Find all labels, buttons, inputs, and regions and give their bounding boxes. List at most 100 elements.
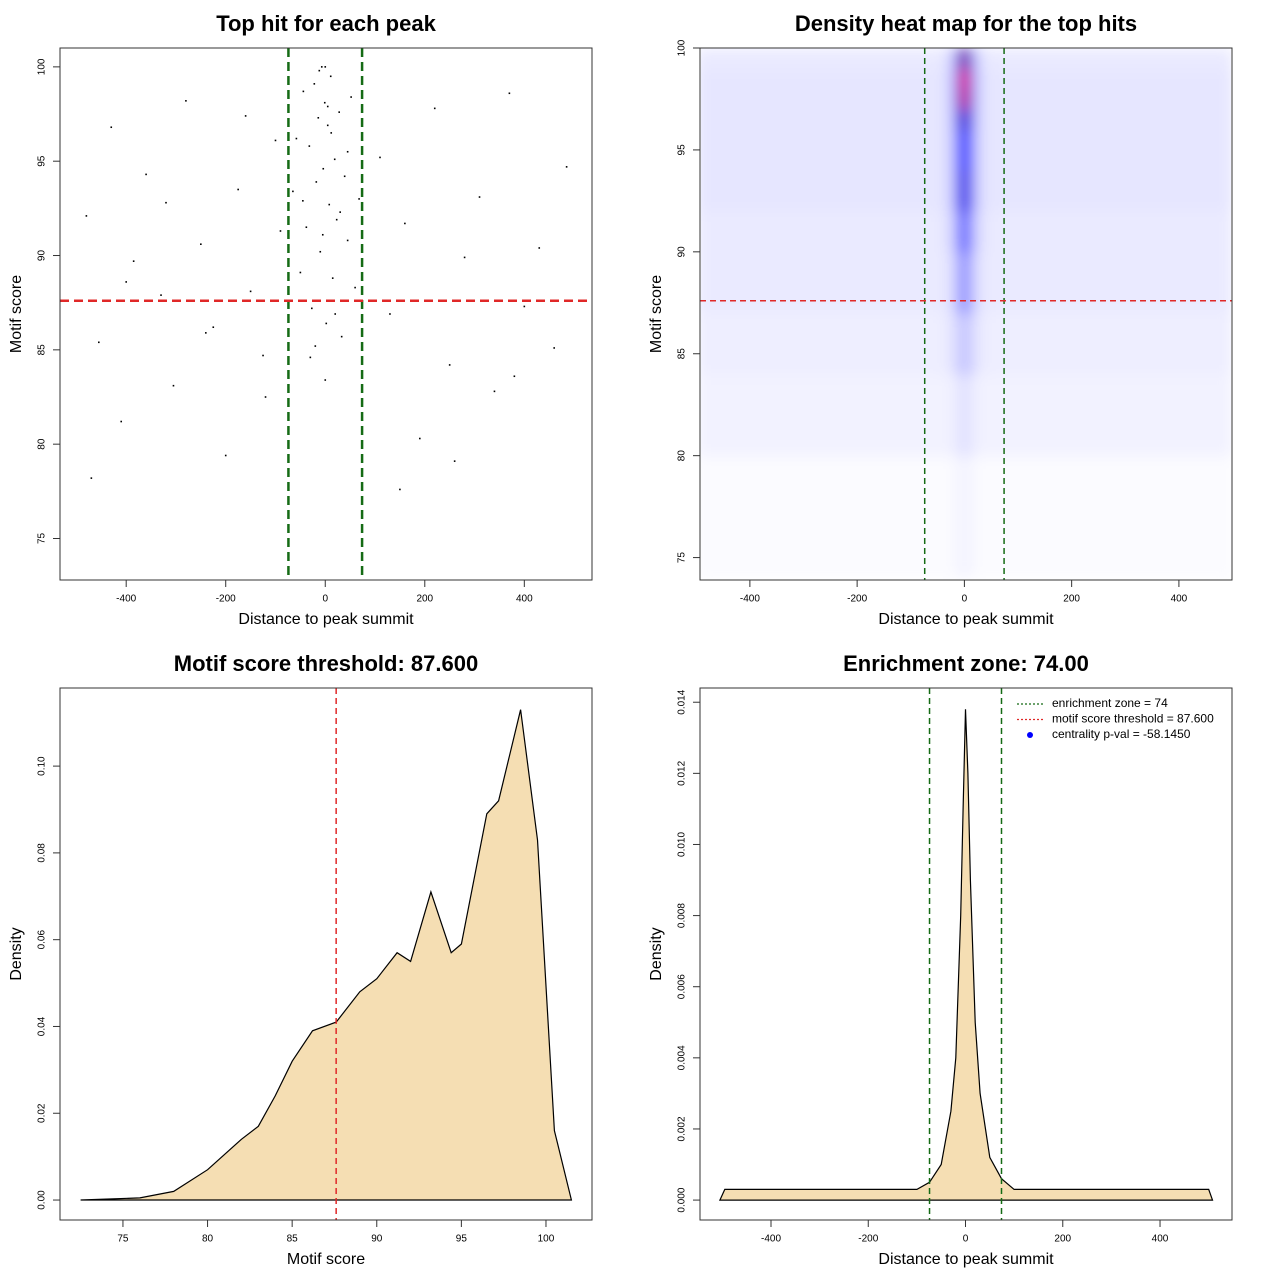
y-tick-label: 75 [677,552,688,564]
density-area [718,709,1214,1201]
heat-cell [985,312,1231,375]
point [379,156,381,159]
y-tick-label: 0.010 [677,832,688,857]
x-axis-label: Motif score [287,1251,365,1268]
point [334,313,337,315]
point [321,233,324,236]
point [343,175,346,178]
legend-label: enrichment zone = 74 [1052,696,1168,710]
y-tick-label: 0.02 [37,1103,48,1123]
heat-cell [942,129,955,171]
point [323,101,326,104]
plot-frame [59,687,593,1221]
heat-cell [975,88,987,110]
y-axis-label: Motif score [8,275,25,353]
heat-cell [953,251,961,314]
density-area [80,709,573,1201]
heat-cell [942,374,955,457]
heat-cell [975,68,987,90]
point [433,107,436,110]
y-tick-label: 0.06 [37,930,48,950]
heat-cell [985,68,1231,90]
heat-cell [701,455,944,579]
heat-cell [985,211,1231,253]
heat-cell [701,129,944,171]
heat-cell [701,68,944,90]
heat-cell [942,455,955,579]
point [448,364,451,366]
point [358,198,360,200]
y-tick-label: 0.012 [677,760,688,785]
y-tick-label: 0.004 [677,1045,688,1070]
heat-cell [975,211,987,253]
x-tick-label: 0 [963,1234,969,1245]
panel: Density heat map for the top hits Distanc… [648,11,1233,628]
heat-cell [953,211,961,253]
heat-cell [942,48,955,69]
x-tick-label: 200 [1063,594,1080,605]
point [478,196,481,198]
chart-title: Enrichment zone: 74.00 [843,651,1089,676]
point [340,335,343,338]
heat-cell [960,129,970,171]
x-tick-label: 400 [1152,1234,1169,1245]
x-axis-label: Distance to peak summit [878,611,1054,628]
point [329,75,332,78]
y-tick-label: 0.006 [677,974,688,999]
y-axis-label: Density [648,927,665,980]
point [338,111,340,113]
x-axis-label: Distance to peak summit [878,1251,1054,1268]
point [309,356,312,359]
point [299,271,302,274]
heat-cell [953,455,961,579]
heat-cell [942,211,955,253]
point [453,460,456,462]
point [85,215,88,217]
heat-cell [975,374,987,457]
x-tick-label: -400 [740,594,760,605]
point [292,190,294,193]
x-tick-label: -200 [858,1234,878,1245]
x-tick-label: 75 [117,1234,129,1245]
point [335,218,338,221]
heat-cell [968,129,976,171]
chart-title: Motif score threshold: 87.600 [174,651,478,676]
y-tick-label: 0.00 [37,1190,48,1210]
heat-cell [968,48,976,69]
point [160,294,162,296]
heat-cell [975,312,987,375]
point [324,66,327,68]
point [513,375,516,378]
point [399,488,401,491]
heat-cell [953,312,961,375]
x-tick-label: 100 [538,1234,555,1245]
point [314,345,317,347]
heat-cell [960,170,970,212]
x-tick-label: -400 [761,1234,781,1245]
heat-cell [701,374,944,457]
heat-cell [960,68,970,90]
heat-cell [942,88,955,110]
plot-frame [699,47,1233,581]
y-tick-label: 0.08 [37,843,48,863]
heat-cell [953,48,961,69]
point [98,341,100,344]
x-axis-label: Distance to peak summit [238,611,414,628]
plot-frame [59,47,593,581]
heat-cell [975,129,987,171]
x-tick-label: 200 [416,594,433,605]
heatmap-cells [701,48,1231,579]
heat-cell [975,455,987,579]
point [346,150,349,153]
point [317,117,320,119]
y-tick-label: 95 [677,144,688,156]
point [419,437,421,440]
heatmap [701,48,1231,579]
heat-cell [968,88,976,110]
heat-cell [975,48,987,69]
point [404,222,406,225]
point [324,379,327,381]
heat-cell [985,170,1231,212]
x-tick-label: 200 [1054,1234,1071,1245]
y-tick-label: 100 [37,58,48,75]
